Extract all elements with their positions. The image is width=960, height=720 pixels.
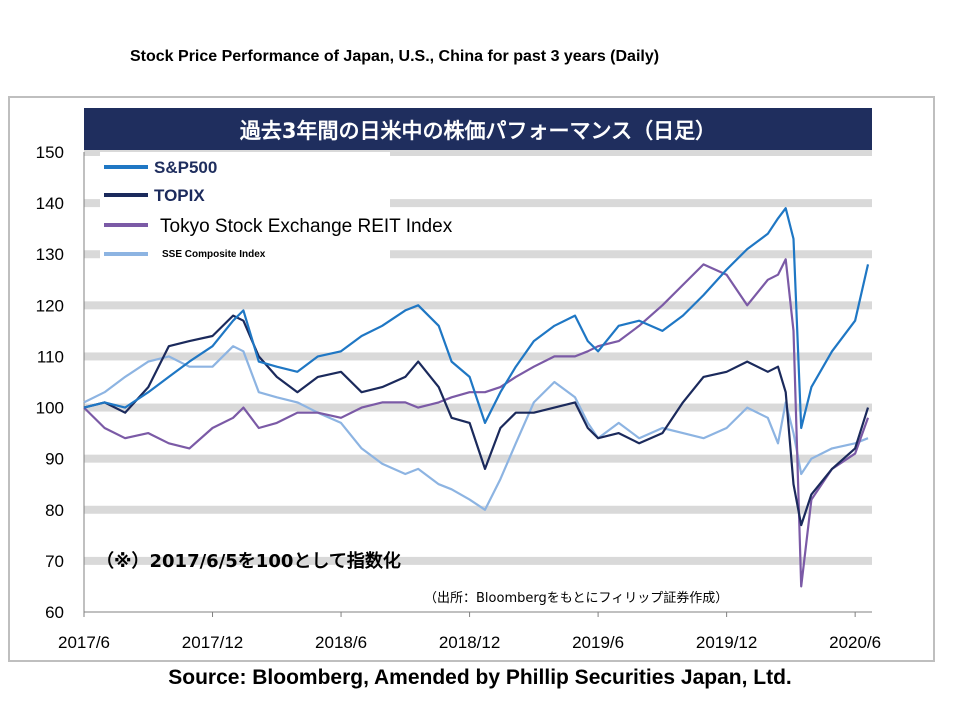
grid-band	[84, 301, 872, 310]
grid-band	[84, 556, 872, 565]
chart-title-bar	[84, 108, 872, 150]
series-line-reit	[83, 258, 870, 588]
series-line-topix	[83, 314, 870, 527]
y-tick-label: 110	[37, 347, 64, 366]
source-credit: Source: Bloomberg, Amended by Phillip Se…	[168, 666, 792, 689]
source-note: （出所：Bloombergをもとにフィリップ証券作成）	[424, 590, 728, 606]
x-tick-label: 2019/6	[572, 633, 624, 652]
grid-band	[84, 148, 872, 156]
y-tick-label: 70	[45, 552, 64, 571]
legend-label-sse: SSE Composite Index	[162, 249, 266, 260]
y-tick-label: 60	[45, 603, 64, 622]
x-tick-label: 2017/12	[182, 633, 243, 652]
x-tick-label: 2017/6	[58, 633, 110, 652]
legend-label-topix: TOPIX	[154, 186, 205, 205]
chart-title: 過去3年間の日米中の株価パフォーマンス（日足）	[240, 119, 716, 143]
y-tick-label: 80	[45, 501, 64, 520]
grid-band	[84, 199, 872, 208]
x-tick-label: 2020/6	[829, 633, 881, 652]
grid-band	[84, 454, 872, 463]
y-tick-label: 130	[36, 245, 64, 264]
grid-band	[84, 505, 872, 514]
grid-band	[84, 352, 872, 361]
y-tick-label: 120	[36, 296, 64, 315]
series-line-sse	[83, 345, 869, 511]
legend-label-reit: Tokyo Stock Exchange REIT Index	[160, 216, 453, 237]
y-tick-label: 140	[36, 194, 64, 213]
y-tick-label: 90	[45, 450, 64, 469]
y-tick-label: 100	[36, 399, 64, 418]
series-line-sp500	[83, 207, 870, 430]
y-tick-label: 150	[36, 143, 64, 162]
x-tick-label: 2018/12	[439, 633, 500, 652]
x-tick-label: 2018/6	[315, 633, 367, 652]
legend-reit-label-bg	[150, 208, 498, 240]
legend-label-sp500: S&P500	[154, 158, 217, 177]
index-annotation: （※）2017/6/5を100として指数化	[96, 550, 401, 572]
x-tick-label: 2019/12	[696, 633, 757, 652]
chart-caption: Stock Price Performance of Japan, U.S., …	[130, 48, 660, 65]
grid-band	[84, 250, 872, 259]
grid-band	[84, 403, 872, 412]
